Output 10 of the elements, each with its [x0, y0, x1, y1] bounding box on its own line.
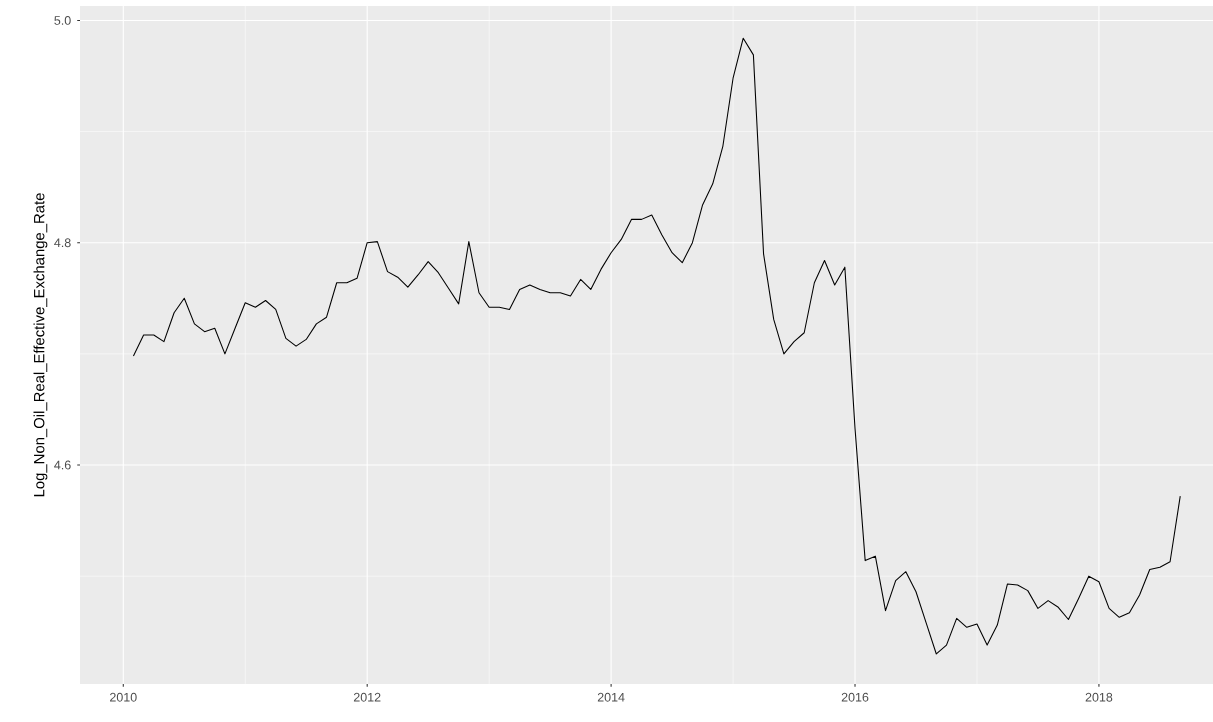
line-series [132, 37, 1181, 655]
y-axis-title: Log_Non_Oil_Real_Effective_Exchange_Rate [33, 193, 48, 497]
y-tick-label: 4.8 [54, 238, 71, 248]
x-tick-label: 2014 [597, 692, 625, 702]
x-tick-label: 2018 [1085, 692, 1113, 702]
y-tick-label: 5.0 [54, 16, 71, 25]
x-tick-label: 2012 [353, 692, 381, 702]
y-tick-label: 4.6 [54, 460, 71, 470]
x-tick-label: 2010 [110, 692, 137, 702]
x-tick-label: 2016 [841, 692, 869, 702]
